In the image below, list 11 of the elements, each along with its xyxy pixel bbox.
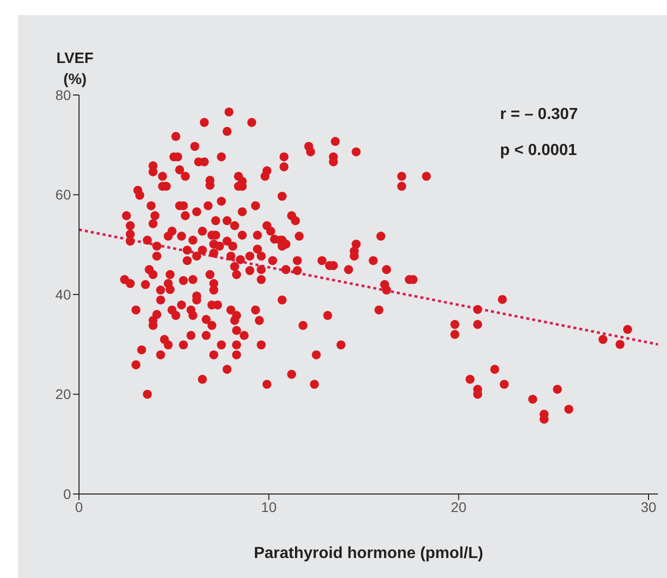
annotation: p < 0.0001 [500,142,578,160]
x-tick-label: 20 [450,498,467,515]
y-tick-label: 0 [63,486,72,502]
x-tick-label: 30 [640,498,657,515]
x-tick-label: 10 [261,498,277,515]
x-tick-label: 0 [75,498,84,515]
y-tick-label: 20 [55,386,72,402]
y-tick-label: 60 [55,186,72,203]
y-tick-label: 40 [55,286,72,302]
annotation: r = – 0.307 [500,106,578,124]
x-axis-title: Parathyroid hormone (pmol/L) [252,545,484,563]
